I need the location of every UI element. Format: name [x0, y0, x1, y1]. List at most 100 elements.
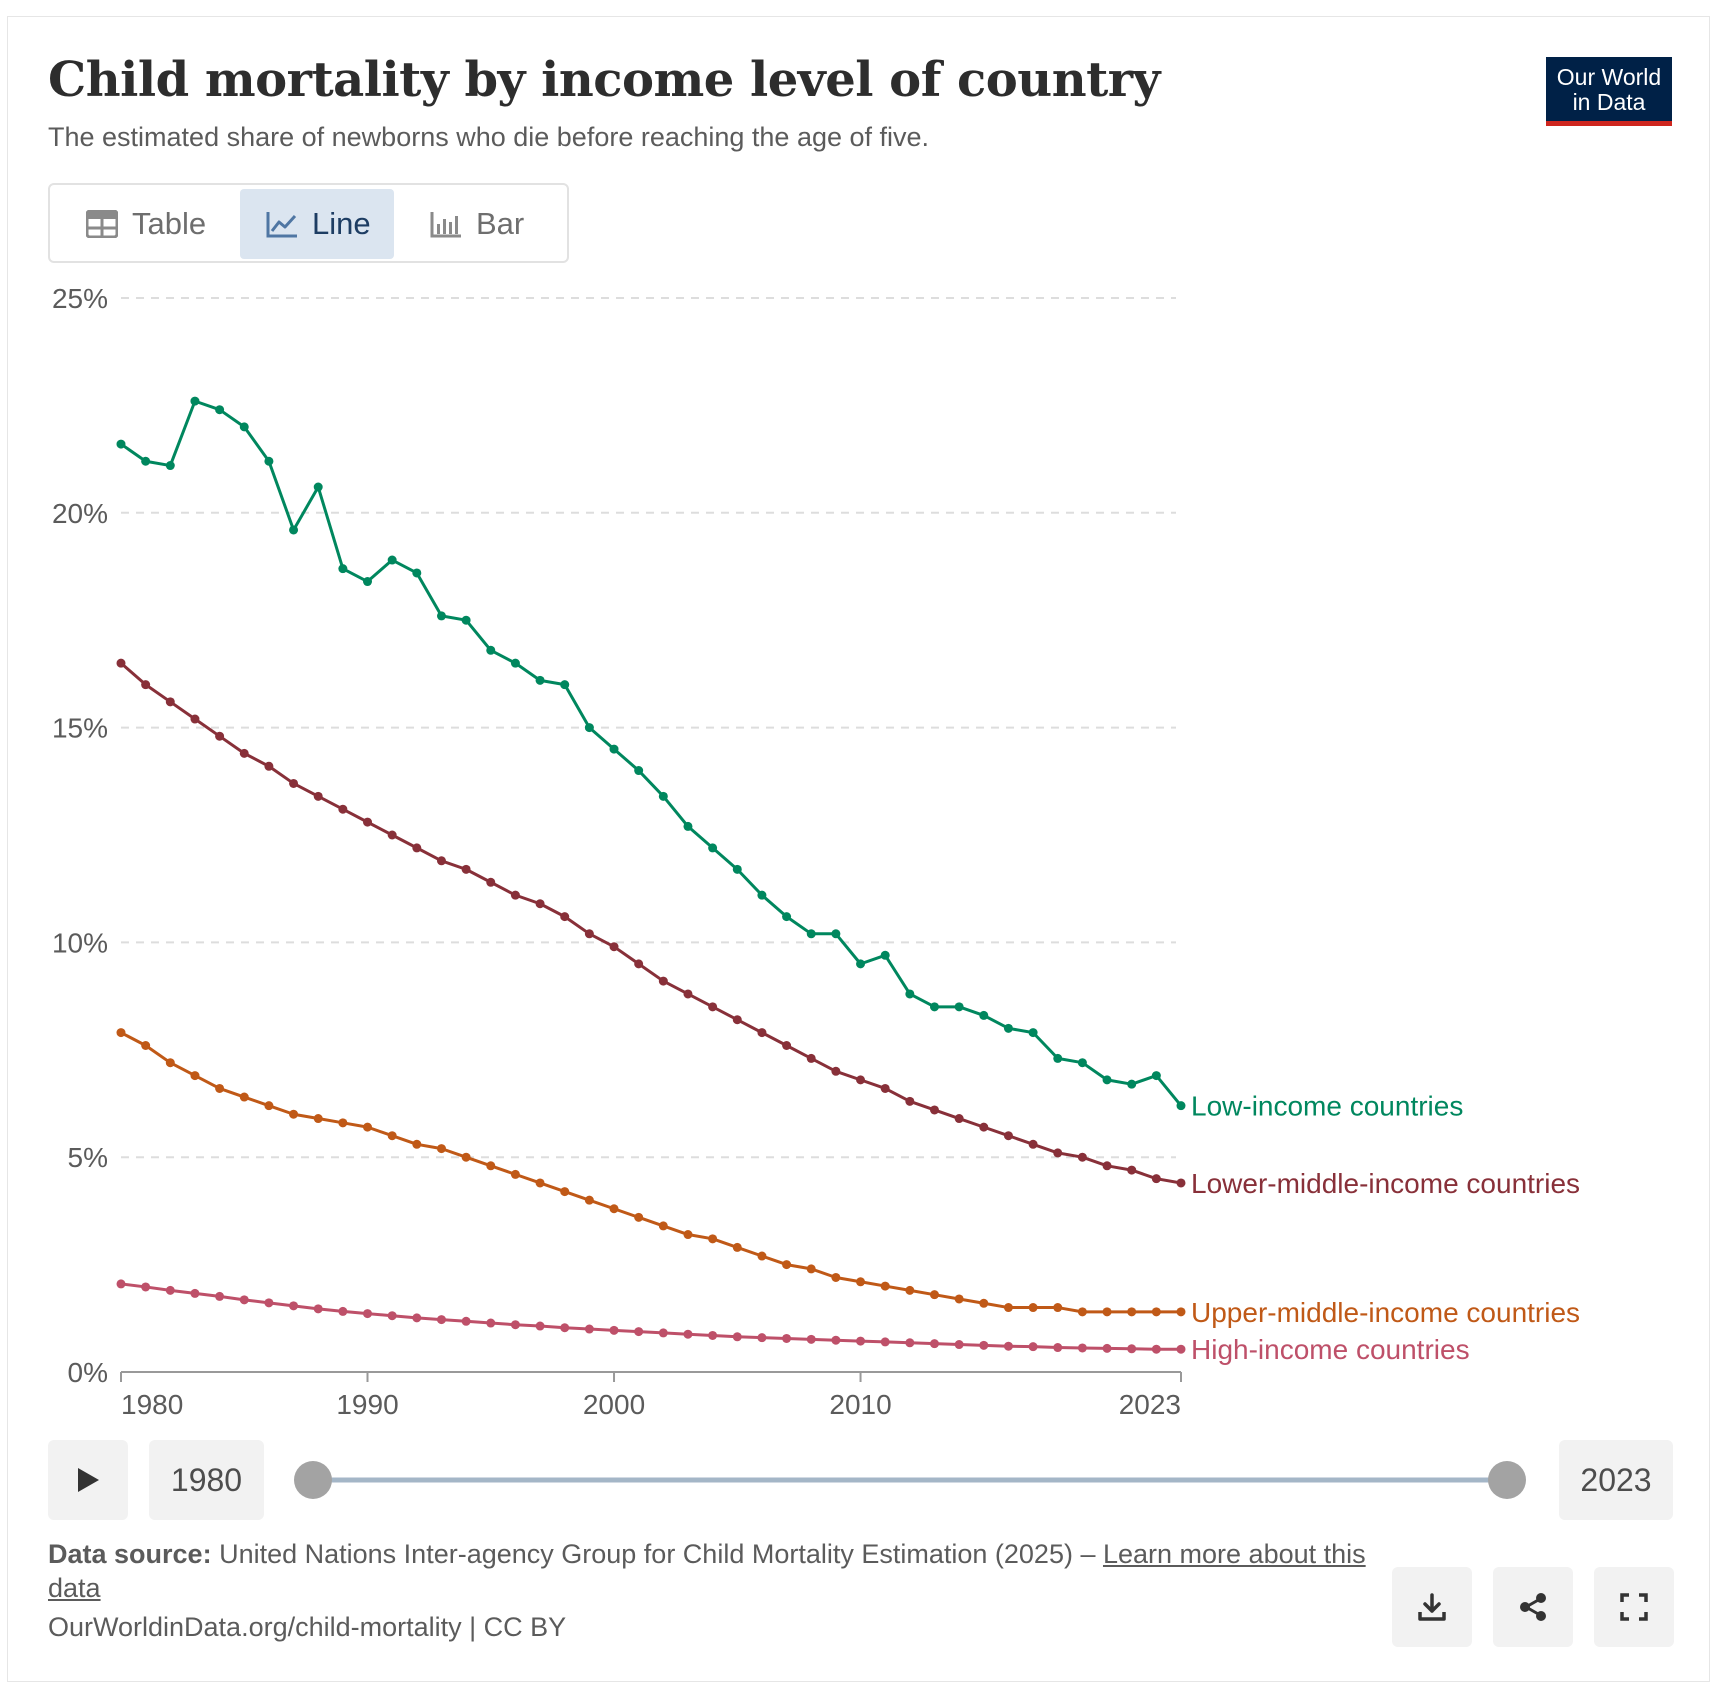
- data-point[interactable]: [979, 1340, 989, 1350]
- data-point[interactable]: [584, 723, 594, 733]
- data-point[interactable]: [289, 778, 299, 788]
- data-point[interactable]: [782, 912, 792, 922]
- data-point[interactable]: [1127, 1165, 1137, 1175]
- data-point[interactable]: [264, 1101, 274, 1111]
- data-point[interactable]: [1176, 1344, 1186, 1354]
- data-point[interactable]: [1127, 1307, 1137, 1317]
- data-point[interactable]: [363, 817, 373, 827]
- data-point[interactable]: [289, 525, 299, 535]
- data-point[interactable]: [313, 1114, 323, 1124]
- data-point[interactable]: [732, 1332, 742, 1342]
- data-point[interactable]: [954, 1002, 964, 1012]
- data-point[interactable]: [1077, 1343, 1087, 1353]
- data-point[interactable]: [461, 1316, 471, 1326]
- data-point[interactable]: [363, 1122, 373, 1132]
- data-point[interactable]: [609, 1325, 619, 1335]
- data-point[interactable]: [1151, 1307, 1161, 1317]
- data-point[interactable]: [584, 929, 594, 939]
- data-point[interactable]: [732, 864, 742, 874]
- data-point[interactable]: [1176, 1101, 1186, 1111]
- data-point[interactable]: [954, 1340, 964, 1350]
- data-point[interactable]: [1028, 1342, 1038, 1352]
- data-point[interactable]: [560, 1323, 570, 1333]
- data-point[interactable]: [215, 1291, 225, 1301]
- data-point[interactable]: [782, 1333, 792, 1343]
- data-point[interactable]: [412, 1139, 422, 1149]
- data-point[interactable]: [1053, 1053, 1063, 1063]
- data-point[interactable]: [239, 1092, 249, 1102]
- data-point[interactable]: [658, 976, 668, 986]
- slider-end-handle[interactable]: [1488, 1461, 1526, 1499]
- data-point[interactable]: [436, 856, 446, 866]
- data-point[interactable]: [757, 1028, 767, 1038]
- data-point[interactable]: [979, 1298, 989, 1308]
- data-point[interactable]: [905, 989, 915, 999]
- data-point[interactable]: [954, 1114, 964, 1124]
- data-point[interactable]: [289, 1109, 299, 1119]
- data-point[interactable]: [1127, 1344, 1137, 1354]
- data-point[interactable]: [338, 564, 348, 574]
- data-point[interactable]: [1151, 1344, 1161, 1354]
- data-point[interactable]: [929, 1290, 939, 1300]
- data-point[interactable]: [1176, 1307, 1186, 1317]
- timeline-end-year[interactable]: 2023: [1559, 1440, 1673, 1520]
- data-point[interactable]: [732, 1015, 742, 1025]
- data-point[interactable]: [190, 1071, 200, 1081]
- data-point[interactable]: [831, 1272, 841, 1282]
- data-point[interactable]: [412, 568, 422, 578]
- data-point[interactable]: [116, 1279, 126, 1289]
- data-point[interactable]: [609, 1204, 619, 1214]
- owid-logo[interactable]: Our World in Data: [1546, 57, 1672, 126]
- data-point[interactable]: [436, 611, 446, 621]
- data-point[interactable]: [436, 1315, 446, 1325]
- data-point[interactable]: [486, 877, 496, 887]
- data-point[interactable]: [215, 1083, 225, 1093]
- data-point[interactable]: [708, 1330, 718, 1340]
- data-point[interactable]: [116, 658, 126, 668]
- data-point[interactable]: [313, 1304, 323, 1314]
- data-point[interactable]: [436, 1144, 446, 1154]
- data-point[interactable]: [856, 1277, 866, 1287]
- data-point[interactable]: [165, 461, 175, 471]
- data-point[interactable]: [658, 1221, 668, 1231]
- data-point[interactable]: [486, 1161, 496, 1171]
- data-point[interactable]: [486, 645, 496, 655]
- data-point[interactable]: [1003, 1131, 1013, 1141]
- data-point[interactable]: [461, 615, 471, 625]
- data-point[interactable]: [634, 1327, 644, 1337]
- data-point[interactable]: [1102, 1075, 1112, 1085]
- data-point[interactable]: [510, 1169, 520, 1179]
- data-point[interactable]: [634, 1212, 644, 1222]
- data-point[interactable]: [560, 1187, 570, 1197]
- data-point[interactable]: [708, 1002, 718, 1012]
- data-point[interactable]: [1053, 1148, 1063, 1158]
- data-point[interactable]: [510, 890, 520, 900]
- data-point[interactable]: [560, 912, 570, 922]
- data-point[interactable]: [461, 864, 471, 874]
- data-point[interactable]: [979, 1122, 989, 1132]
- data-point[interactable]: [1028, 1303, 1038, 1313]
- data-point[interactable]: [856, 1075, 866, 1085]
- data-point[interactable]: [1028, 1028, 1038, 1038]
- data-point[interactable]: [782, 1041, 792, 1051]
- data-point[interactable]: [831, 929, 841, 939]
- data-point[interactable]: [165, 1058, 175, 1068]
- data-point[interactable]: [1151, 1174, 1161, 1184]
- data-point[interactable]: [757, 890, 767, 900]
- data-point[interactable]: [387, 555, 397, 565]
- data-point[interactable]: [1053, 1343, 1063, 1353]
- data-point[interactable]: [634, 959, 644, 969]
- data-point[interactable]: [165, 1285, 175, 1295]
- data-point[interactable]: [461, 1152, 471, 1162]
- data-point[interactable]: [658, 1328, 668, 1338]
- data-point[interactable]: [929, 1002, 939, 1012]
- data-point[interactable]: [510, 658, 520, 668]
- data-point[interactable]: [289, 1301, 299, 1311]
- data-point[interactable]: [1102, 1343, 1112, 1353]
- data-point[interactable]: [486, 1318, 496, 1328]
- data-point[interactable]: [387, 1131, 397, 1141]
- series-line[interactable]: [120, 1282, 1181, 1351]
- data-point[interactable]: [116, 1028, 126, 1038]
- data-point[interactable]: [1003, 1023, 1013, 1033]
- data-point[interactable]: [880, 1281, 890, 1291]
